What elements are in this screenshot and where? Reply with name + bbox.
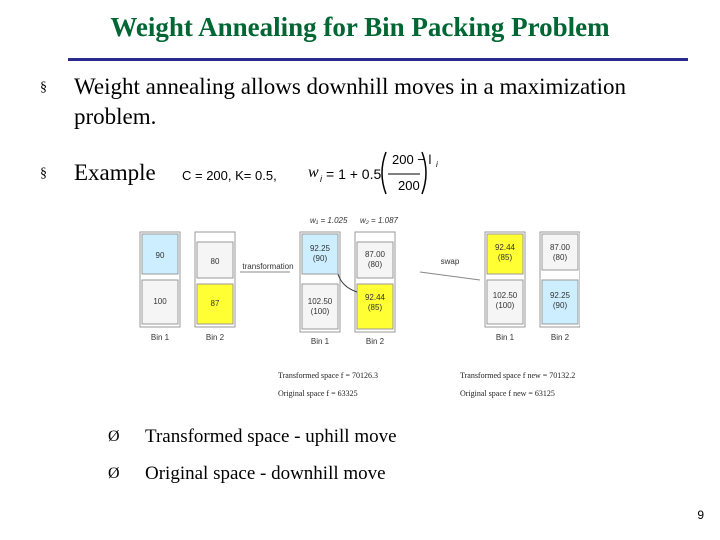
formula-lhs: w [308, 164, 319, 181]
mid-bin-1-item-1 [301, 233, 339, 275]
right-bin-2-item-1-label-a: 87.00 [550, 243, 571, 252]
right-bin-2-item-2-label-a: 92.25 [550, 291, 571, 300]
mid-bin-2-item-1-label-b: (80) [368, 260, 383, 269]
bullet-text-2: Example [74, 160, 156, 185]
mid-bin-2-outline [354, 231, 396, 333]
mid-original-value: Original space f = 63325 [278, 389, 358, 398]
sub-bullet-marker-1: Ø [108, 428, 120, 445]
swap-arrow [419, 271, 481, 281]
swap-label: swap [441, 257, 460, 266]
right-bin-2-item-1 [541, 233, 579, 271]
right-bin-1-label: Bin 1 [496, 333, 515, 342]
formula-paren-svg [381, 151, 427, 195]
formula-eq: = 1 + 0.5 [326, 166, 382, 182]
left-bin-1-item-2 [141, 279, 179, 325]
right-bin-2-item-2 [541, 279, 579, 325]
bin-packing-figure: 90 100 Bin 1 80 87 Bin 2 transformation … [130, 212, 581, 402]
title-divider [68, 58, 688, 61]
formula-numerator: 200 − l [392, 152, 432, 167]
weight-2: w₂ = 1.087 [360, 216, 399, 225]
figure-svg: 90 100 Bin 1 80 87 Bin 2 transformation … [139, 216, 581, 346]
right-bin-1-item-1-label-a: 92.44 [495, 243, 516, 252]
right-bin-1-item-2-label-a: 102.50 [493, 291, 518, 300]
right-bin-1-item-2-label-b: (100) [496, 301, 515, 310]
left-bin-1-label: Bin 1 [151, 333, 170, 342]
weight-1: w₁ = 1.025 [310, 216, 348, 225]
left-bin-1-item-1-label: 90 [156, 251, 165, 260]
mid-bin-2-item-2-label-a: 92.44 [365, 293, 386, 302]
formula-params: C = 200, K= 0.5, [182, 168, 277, 183]
swap-arc-arrow [337, 273, 358, 293]
page-number: 9 [697, 508, 704, 522]
slide-title: Weight Annealing for Bin Packing Problem [110, 12, 610, 42]
formula-lhs-sub: i [320, 174, 322, 184]
sub-bullet-marker-2: Ø [108, 465, 120, 482]
right-bin-2-item-2-label-b: (90) [553, 301, 568, 310]
mid-bin-1-item-1-label-a: 92.25 [310, 244, 331, 253]
mid-transformed-value: Transformed space f = 70126.3 [278, 371, 378, 380]
right-bin-1-item-1-label-b: (85) [498, 253, 513, 262]
sub-bullet-text-2: Original space - downhill move [145, 463, 386, 484]
mid-bin-2-label: Bin 2 [366, 337, 385, 346]
right-bin-1-item-2 [486, 279, 524, 325]
formula-denominator: 200 [398, 178, 420, 193]
bullet-marker-2: § [40, 166, 47, 181]
bullet-text-1-line2: problem. [74, 104, 157, 129]
right-bin-1-outline [484, 231, 526, 328]
mid-bin-1-item-2-label-b: (100) [311, 307, 330, 316]
mid-bin-2-item-1-label-a: 87.00 [365, 250, 386, 259]
left-bin-2-item-2-label: 87 [211, 299, 220, 308]
mid-bin-1-outline [299, 231, 341, 333]
bullet-marker-1: § [40, 80, 47, 95]
formula-num-sub: i [436, 160, 438, 169]
left-bin-2-outline [194, 231, 236, 328]
left-bin-1-item-1 [141, 233, 179, 275]
left-bin-2-label: Bin 2 [206, 333, 225, 342]
left-bin-1-outline [139, 231, 181, 328]
left-bin-2-item-1-label: 80 [211, 257, 220, 266]
mid-bin-1-item-2 [301, 283, 339, 330]
mid-bin-1-item-1-label-b: (90) [313, 254, 328, 263]
mid-bin-2-item-2 [356, 283, 394, 330]
right-bin-2-label: Bin 2 [551, 333, 570, 342]
left-bin-1-item-2-label: 100 [153, 297, 167, 306]
mid-bin-2-item-1 [356, 241, 394, 279]
left-bin-2-item-1 [196, 241, 234, 279]
right-transformed-value: Transformed space f new = 70132.2 [460, 371, 576, 380]
sub-bullet-text-1: Transformed space - uphill move [145, 426, 397, 447]
left-bin-2-item-2 [196, 283, 234, 325]
mid-bin-2-item-2-label-b: (85) [368, 303, 383, 312]
bullet-text-1-line1: Weight annealing allows downhill moves i… [74, 74, 626, 99]
transformation-label: transformation [242, 262, 293, 271]
mid-bin-1-label: Bin 1 [311, 337, 330, 346]
mid-bin-1-item-2-label-a: 102.50 [308, 297, 333, 306]
right-bin-1-item-1 [486, 233, 524, 275]
bullet-text-1: Weight annealing allows downhill moves i… [74, 72, 626, 132]
right-original-value: Original space f new = 63125 [460, 389, 555, 398]
right-bin-2-item-1-label-b: (80) [553, 253, 568, 262]
